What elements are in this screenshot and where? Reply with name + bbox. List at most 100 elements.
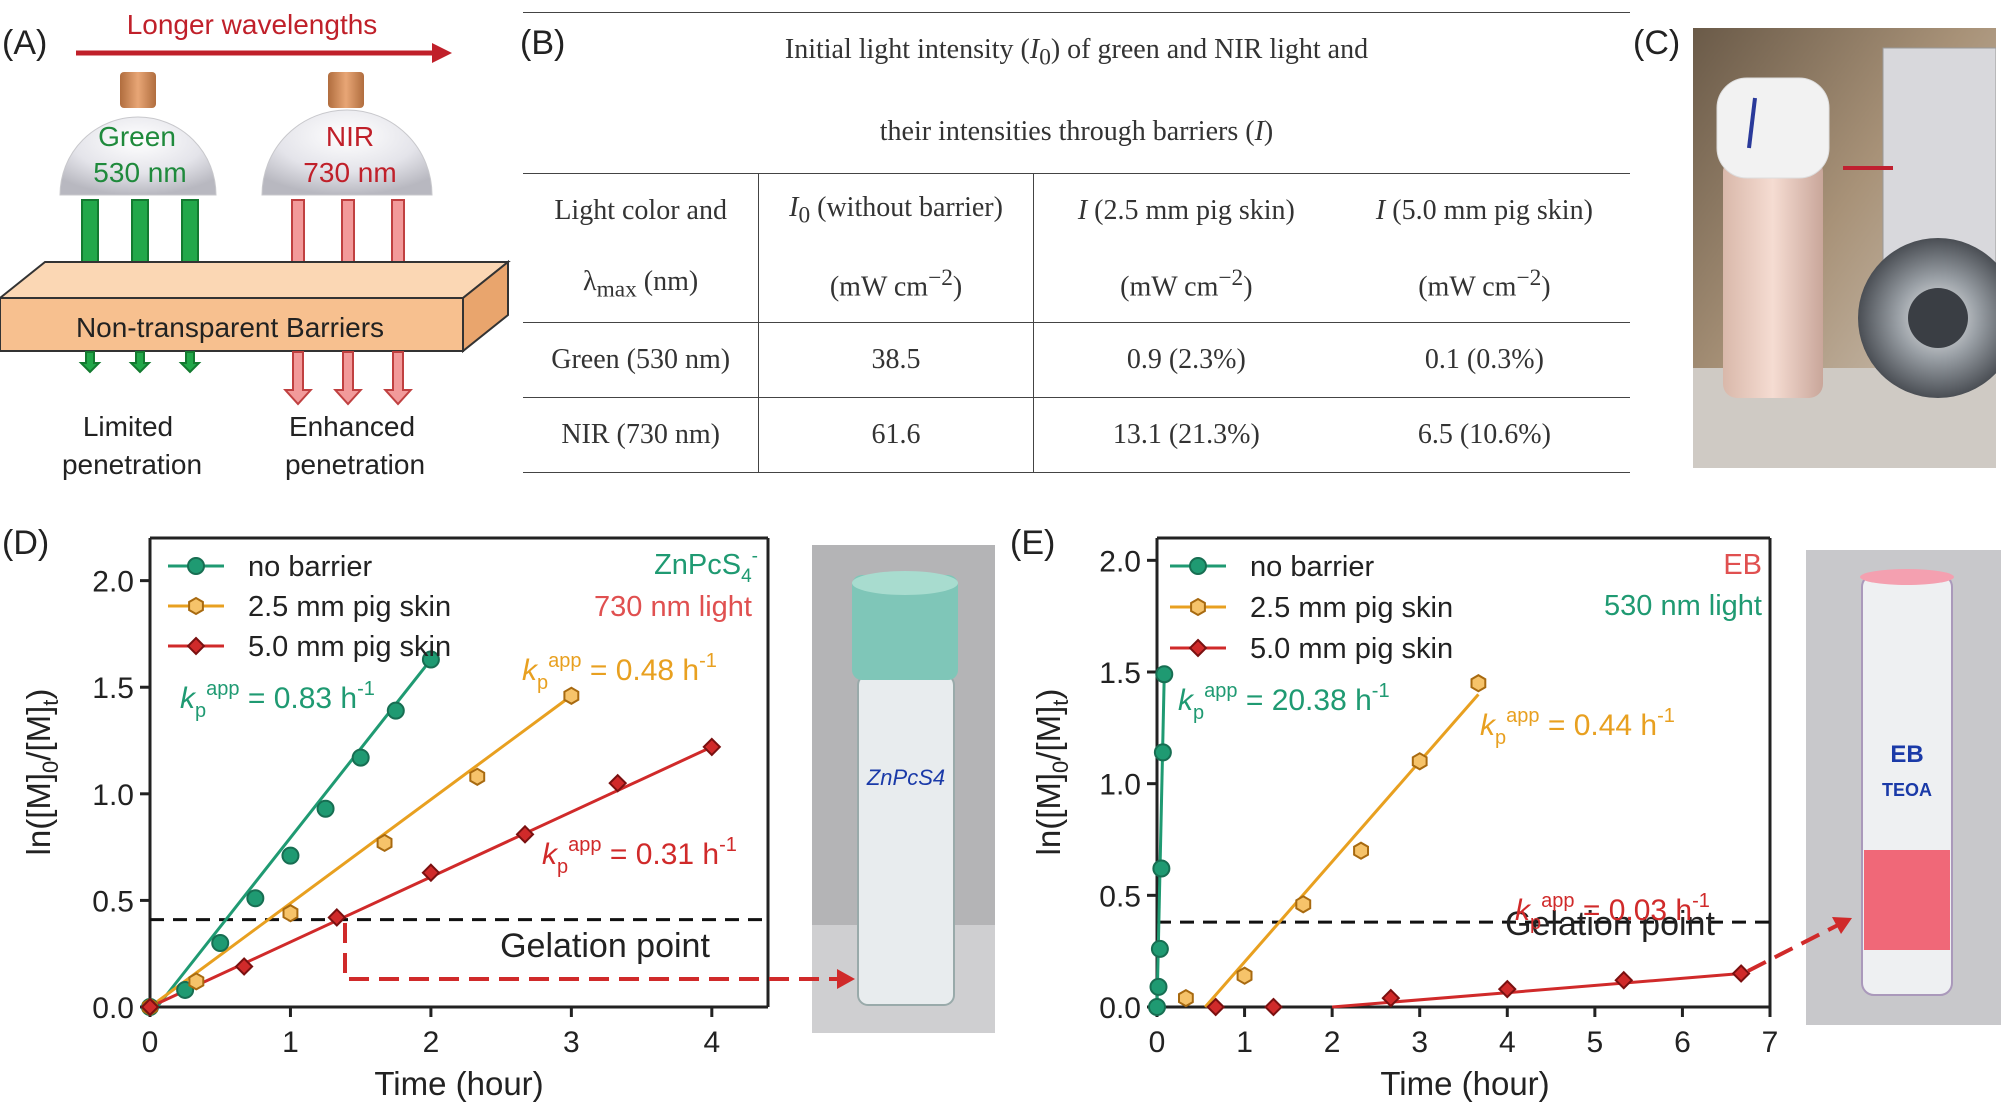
kp-label: kpapp = 0.44 h-1 xyxy=(1480,705,1675,749)
limited-caption-line2: penetration xyxy=(62,449,202,480)
corner-label-line1: ZnPcS4- xyxy=(654,546,758,587)
data-point xyxy=(1470,674,1487,693)
y-tick-label: 1.5 xyxy=(92,672,134,705)
y-tick-label: 2.0 xyxy=(92,566,134,599)
panel-letter-d: (D) xyxy=(2,524,50,562)
header-cell: I (5.0 mm pig skin) xyxy=(1338,172,1630,248)
header-cell: (mW cm−2) xyxy=(758,247,1034,323)
data-point xyxy=(515,824,535,844)
corner-label-line1: EB xyxy=(1723,549,1762,581)
data-point xyxy=(282,904,299,923)
data-point xyxy=(1178,988,1194,1008)
x-tick-label: 4 xyxy=(1499,1026,1516,1059)
green-arrow-small xyxy=(178,351,202,374)
limited-caption-line1: Limited xyxy=(83,411,173,442)
kp-label: kpapp = 0.03 h-1 xyxy=(1515,890,1710,934)
table-cell: 38.5 xyxy=(758,322,1034,398)
table-cell: NIR (730 nm) xyxy=(523,397,759,473)
data-point xyxy=(1353,841,1369,860)
enhanced-caption-line2: penetration xyxy=(285,449,425,480)
nir-transmitted-arrows xyxy=(283,351,413,406)
data-point xyxy=(1206,997,1226,1017)
data-point xyxy=(1264,997,1283,1017)
legend-label: no barrier xyxy=(248,551,372,583)
y-tick-label: 0.0 xyxy=(1099,992,1141,1025)
kp-label: kpapp = 20.38 h-1 xyxy=(1178,680,1390,724)
x-tick-label: 6 xyxy=(1674,1026,1691,1059)
data-point xyxy=(188,972,205,991)
data-point xyxy=(1188,638,1208,658)
data-point xyxy=(327,908,347,927)
legend: no barrier 2.5 mm pig skin 5.0 mm pig skin xyxy=(1170,551,1453,665)
data-point xyxy=(702,737,722,757)
data-point xyxy=(1497,979,1517,999)
fit-line xyxy=(1204,693,1480,1008)
legend-label: 2.5 mm pig skin xyxy=(248,591,451,623)
y-tick-label: 0.5 xyxy=(92,885,134,918)
fit-line xyxy=(155,658,433,1008)
data-point xyxy=(421,863,441,883)
data-point xyxy=(1150,939,1169,958)
intensity-table-panel: Initial light intensity (I0) of green an… xyxy=(523,12,1630,473)
corner-label-line2: 730 nm light xyxy=(594,591,752,623)
data-point xyxy=(376,833,393,853)
data-point xyxy=(1148,998,1166,1016)
vial-photo-e: EB TEOA xyxy=(1806,550,2001,1025)
data-point xyxy=(1153,743,1172,762)
x-tick-label: 1 xyxy=(1236,1026,1253,1059)
table-row: Green (530 nm) 38.5 0.9 (2.3%) 0.1 (0.3%… xyxy=(523,322,1630,398)
data-point xyxy=(386,701,405,720)
vial-e-handwriting-2: TEOA xyxy=(1882,780,1932,800)
green-arrow-small xyxy=(78,351,102,374)
legend-label: no barrier xyxy=(1250,551,1374,583)
x-tick-label: 1 xyxy=(282,1026,299,1059)
data-point xyxy=(211,934,230,953)
corner-label-line2: 530 nm light xyxy=(1604,590,1762,622)
data-point xyxy=(1614,970,1634,990)
x-tick-label: 2 xyxy=(423,1026,440,1059)
header-cell: (mW cm−2) xyxy=(1338,247,1630,323)
nir-arrow-small xyxy=(383,351,413,406)
legend-label: 5.0 mm pig skin xyxy=(248,631,451,663)
gelation-label: Gelation point xyxy=(500,927,710,965)
data-point xyxy=(1155,665,1174,684)
header-cell: λmax (nm) xyxy=(523,247,759,323)
data-point xyxy=(351,748,370,767)
kp-label: kpapp = 0.31 h-1 xyxy=(542,834,737,878)
table-row: NIR (730 nm) 61.6 13.1 (21.3%) 6.5 (10.6… xyxy=(523,397,1630,473)
legend-label: 5.0 mm pig skin xyxy=(1250,633,1453,665)
vial-d-liquid xyxy=(852,575,958,680)
kinetics-chart-d: 0 1 2 3 4 0.0 0.5 1.0 1.5 2.0 Time (hour) ln([M]0… xyxy=(20,536,770,1102)
data-point xyxy=(186,636,206,656)
data-point xyxy=(608,773,628,793)
caption-line1-sub: 0 xyxy=(1039,44,1051,71)
panel-letter-b: (B) xyxy=(520,24,566,62)
data-point xyxy=(421,650,440,669)
table-cell: Green (530 nm) xyxy=(523,322,759,398)
nir-lamp-name: NIR xyxy=(326,121,374,152)
green-arrow-small xyxy=(128,351,152,374)
y-tick-label: 1.0 xyxy=(92,779,134,812)
x-tick-label: 5 xyxy=(1587,1026,1604,1059)
y-axis-label: ln([M]0/[M]t) xyxy=(20,689,63,856)
data-point xyxy=(1381,988,1401,1008)
data-point xyxy=(469,767,486,786)
caption-line1-symbol: I xyxy=(1029,34,1040,65)
kinetics-chart-e: 0 1 2 3 4 5 6 7 0.0 0.5 1.0 1.5 2.0 Time (hour) ln([… xyxy=(1030,536,1778,1102)
apparatus-photo xyxy=(1693,28,1996,468)
barrier-label: Non-transparent Barriers xyxy=(76,312,384,343)
vial-e-handwriting-1: EB xyxy=(1890,741,1923,768)
panel-letter-c: (C) xyxy=(1633,24,1681,62)
x-tick-label: 3 xyxy=(1411,1026,1428,1059)
green-lamp-name: Green xyxy=(98,121,176,152)
x-axis-label: Time (hour) xyxy=(1380,1065,1549,1102)
table-caption: Initial light intensity (I0) of green an… xyxy=(523,12,1630,169)
panel-letter-e: (E) xyxy=(1010,524,1056,562)
x-tick-label: 4 xyxy=(703,1026,720,1059)
y-tick-label: 2.0 xyxy=(1099,545,1141,578)
data-point xyxy=(1411,752,1428,771)
legend-label: 2.5 mm pig skin xyxy=(1250,592,1453,624)
nir-arrow-small xyxy=(283,351,313,406)
data-point xyxy=(563,686,580,705)
wavelength-arrow-label: Longer wavelengths xyxy=(127,9,378,40)
